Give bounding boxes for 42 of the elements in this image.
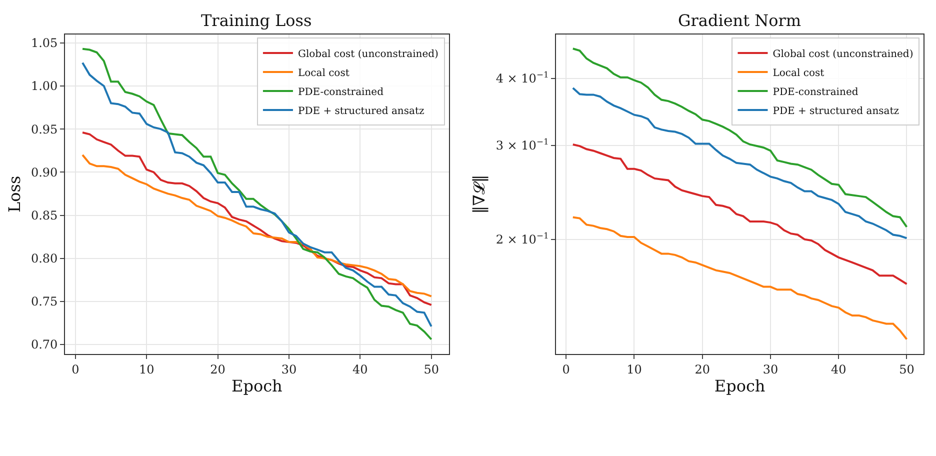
x-tick-label: 40	[830, 362, 846, 376]
x-tick-label: 10	[626, 362, 642, 376]
x-tick-label: 40	[352, 362, 368, 376]
y-tick-label: 0.90	[30, 165, 58, 180]
legend-label: PDE-constrained	[772, 86, 859, 98]
x-tick-label: 0	[72, 362, 80, 376]
legend-label: Global cost (unconstrained)	[772, 48, 914, 60]
x-tick-label: 20	[694, 362, 710, 376]
y-tick-label: 3 × 10$^{−1}$	[496, 136, 549, 152]
chart-title: Training Loss	[201, 11, 312, 30]
x-tick-label: 30	[281, 362, 297, 376]
legend-label: Local cost	[772, 68, 824, 79]
y-tick-label: 0.70	[30, 338, 58, 352]
line-series	[572, 216, 908, 340]
chart-title: Gradient Norm	[678, 11, 802, 30]
y-tick-label: 1.05	[30, 36, 58, 50]
line-series	[572, 86, 908, 240]
y-tick-label: 4 × 10$^{−1}$	[496, 70, 549, 86]
y-tick-label: 0.85	[30, 208, 58, 222]
x-tick-label: 20	[210, 362, 226, 376]
y-axis-title: ‖∇𝓛‖	[470, 174, 489, 214]
x-tick-label: 30	[762, 362, 778, 376]
x-tick-label: 0	[562, 362, 570, 376]
y-tick-label: 0.75	[30, 294, 58, 309]
y-tick-label: 0.95	[30, 122, 58, 136]
legend-label: PDE-constrained	[298, 86, 384, 98]
line-series	[82, 154, 432, 298]
x-axis-title: Epoch	[714, 376, 766, 396]
x-tick-label: 50	[424, 362, 439, 376]
y-axis-title: Loss	[4, 176, 24, 212]
y-tick-label: 0.80	[30, 252, 58, 266]
legend-label: Global cost (unconstrained)	[298, 48, 439, 60]
y-tick-label: 1.00	[30, 79, 58, 94]
x-axis-title: Epoch	[232, 376, 282, 396]
x-tick-label: 50	[899, 362, 914, 376]
legend-label: PDE + structured ansatz	[772, 106, 900, 117]
y-tick-label: 2 × 10$^{−1}$	[496, 230, 549, 247]
legend-label: PDE + structured ansatz	[298, 106, 424, 117]
x-tick-label: 10	[138, 362, 154, 376]
legend-label: Local cost	[298, 68, 350, 79]
line-series	[572, 143, 908, 285]
line-series	[82, 132, 432, 306]
